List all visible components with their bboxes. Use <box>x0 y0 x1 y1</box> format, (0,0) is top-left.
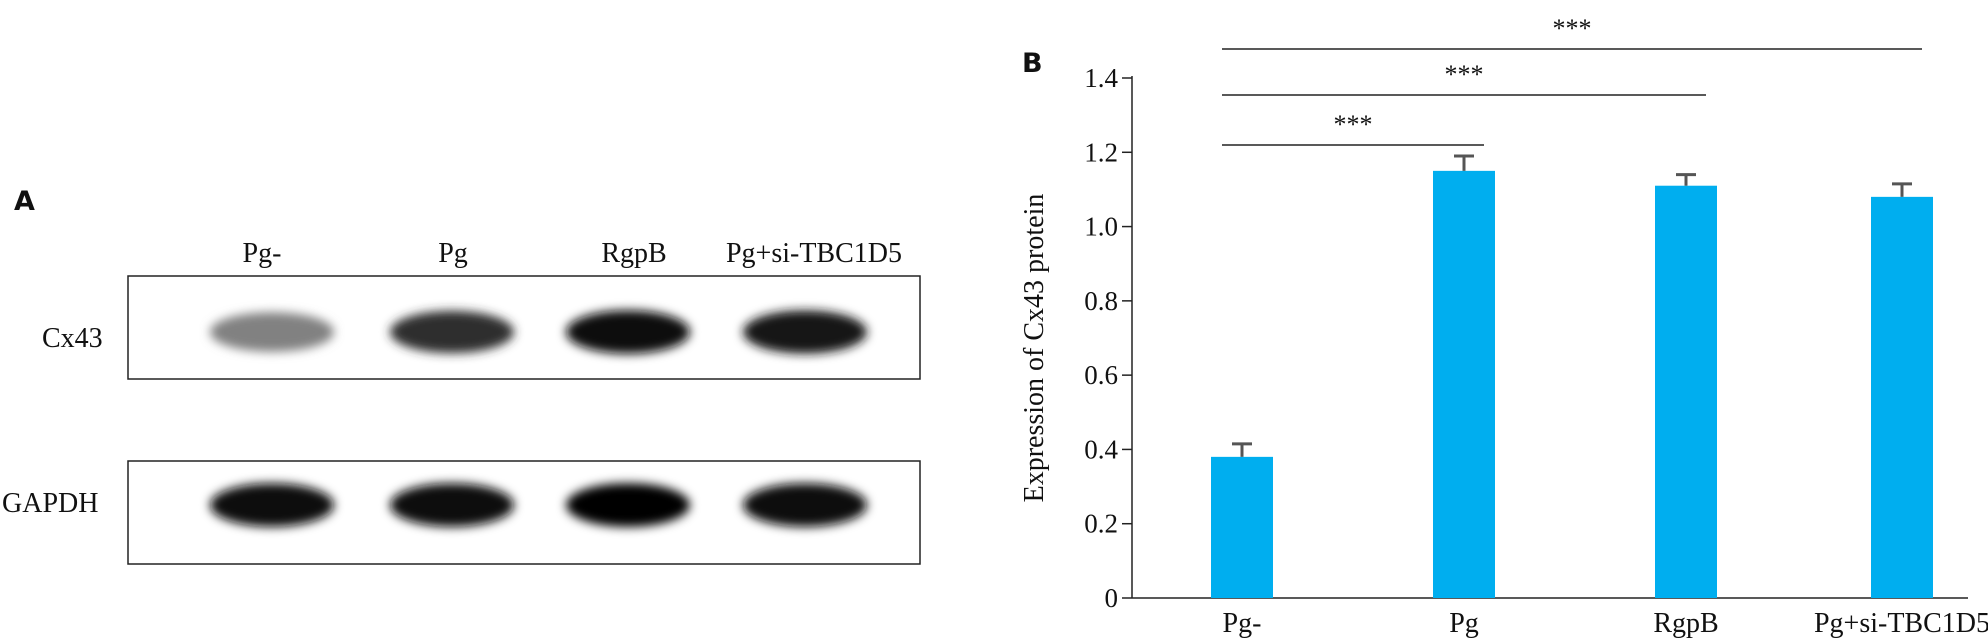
panel-b: B Expression of Cx43 protein 00.20.40.60… <box>1019 14 1988 638</box>
y-tick-label: 0.6 <box>1084 360 1118 390</box>
y-tick-label: 1.4 <box>1084 63 1118 93</box>
bar <box>1655 185 1717 598</box>
blot-row-label-gapdh: GAPDH <box>2 488 98 519</box>
significance-label: *** <box>1553 14 1592 43</box>
panel-b-letter: B <box>1022 48 1043 79</box>
lane-label-4: Pg+si-TBC1D5 <box>726 238 902 269</box>
y-tick-label: 1.0 <box>1084 212 1118 242</box>
y-tick-label: 1.2 <box>1084 137 1118 167</box>
blot-row-label-cx43: Cx43 <box>42 323 103 354</box>
x-category-label: Pg+si-TBC1D5 <box>1814 608 1988 638</box>
y-tick-label: 0.2 <box>1084 509 1118 539</box>
y-tick-label: 0.8 <box>1084 286 1118 316</box>
panel-a: A Pg- Pg RgpB Pg+si-TBC1D5 Cx43 GAPDH <box>2 186 921 565</box>
gapdh-band-3 <box>566 483 690 527</box>
x-category-label: RgpB <box>1653 608 1718 638</box>
cx43-bands <box>210 310 867 354</box>
bar <box>1433 170 1495 598</box>
gapdh-band-1 <box>210 483 334 527</box>
lane-label-2: Pg <box>438 238 468 269</box>
panel-a-letter: A <box>14 186 35 217</box>
cx43-band-2 <box>390 310 514 354</box>
cx43-band-1 <box>210 312 334 352</box>
lane-label-1: Pg- <box>243 238 282 269</box>
lane-label-3: RgpB <box>601 238 666 269</box>
cx43-band-3 <box>566 310 690 354</box>
x-category-label: Pg <box>1449 608 1479 638</box>
lane-labels: Pg- Pg RgpB Pg+si-TBC1D5 <box>243 238 902 269</box>
y-tick-label: 0 <box>1105 583 1119 613</box>
gapdh-band-2 <box>390 483 514 527</box>
cx43-band-4 <box>743 310 867 354</box>
significance-label: *** <box>1445 60 1484 89</box>
significance-label: *** <box>1334 110 1373 139</box>
y-axis-title: Expression of Cx43 protein <box>1019 194 1050 503</box>
bar <box>1871 196 1933 598</box>
bar-chart: 0 0.2 0.4 0.6 0.8 1.0 1.2 1.4 Pg- Pg RgpB Pg+si-TBC… <box>1084 14 1988 638</box>
gapdh-band-4 <box>743 483 867 527</box>
bar <box>1211 456 1273 598</box>
x-category-label: Pg- <box>1223 608 1262 638</box>
gapdh-bands <box>210 483 867 527</box>
y-tick-label: 0.4 <box>1084 434 1118 464</box>
